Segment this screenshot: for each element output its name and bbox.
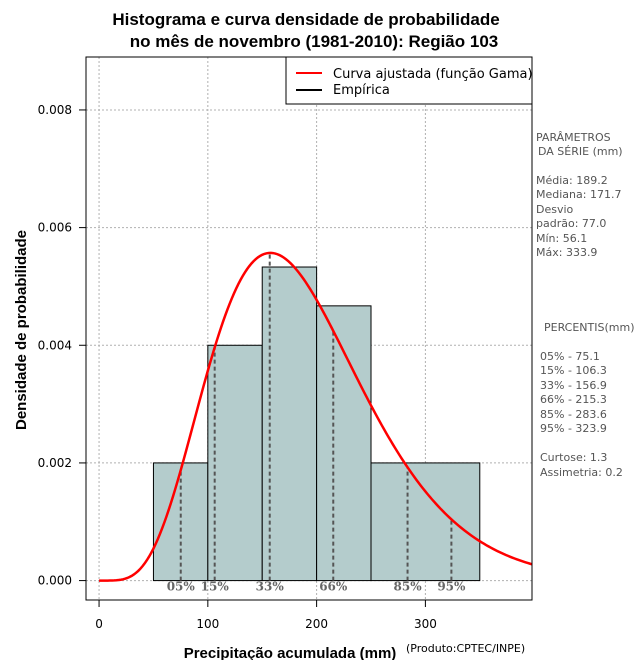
legend-box <box>285 56 533 105</box>
params-title-2: DA SÉRIE (mm) <box>538 145 623 158</box>
chart-title-line1: Histograma e curva densidade de probabil… <box>112 10 499 29</box>
param-media: Média: 189.2 <box>536 174 608 187</box>
histogram-bar <box>261 266 318 582</box>
x-tick-label: 100 <box>196 617 219 631</box>
legend: Curva ajustada (função Gama) Empírica <box>285 56 533 105</box>
chart-title-line2: no mês de novembro (1981-2010): Região 1… <box>130 32 498 51</box>
percentil-05: 05% - 75.1 <box>540 350 600 363</box>
gamma-fit-curve <box>99 251 533 582</box>
y-axis-title: Densidade de probabilidade <box>13 230 30 430</box>
curve-layer <box>99 251 533 582</box>
curtose: Curtose: 1.3 <box>540 451 607 464</box>
histogram-bar <box>207 344 263 582</box>
legend-curve-label: Curva ajustada (função Gama) <box>333 67 533 82</box>
assimetria: Assimetria: 0.2 <box>540 466 623 479</box>
percentiles-panel: PERCENTIS(mm) 05% - 75.1 15% - 106.3 33%… <box>540 321 635 479</box>
param-desvio-1: Desvio <box>536 203 574 216</box>
percentile-label: 95% <box>437 580 466 594</box>
percentil-33: 33% - 156.9 <box>540 379 607 392</box>
x-tick-label: 0 <box>95 617 103 631</box>
percentil-85: 85% - 283.6 <box>540 408 607 421</box>
param-max: Máx: 333.9 <box>536 246 597 259</box>
percentile-label: 85% <box>394 580 423 594</box>
x-axis-title: Precipitação acumulada (mm) <box>184 645 397 660</box>
y-tick-label: 0.008 <box>38 103 72 117</box>
param-min: Mín: 56.1 <box>536 232 587 245</box>
percentil-95: 95% - 323.9 <box>540 422 607 435</box>
bars-layer <box>152 266 481 582</box>
percentile-label: 15% <box>201 580 230 594</box>
credit-text: (Produto:CPTEC/INPE) <box>406 642 525 655</box>
param-mediana: Mediana: 171.7 <box>536 188 621 201</box>
param-desvio-2: padrão: 77.0 <box>536 217 606 230</box>
x-tick-label: 200 <box>305 617 328 631</box>
percentil-66: 66% - 215.3 <box>540 393 607 406</box>
percentile-layer: 05% 15% 33% 66% 85% 95% <box>167 252 466 594</box>
histogram-bar <box>316 305 372 582</box>
percentil-15: 15% - 106.3 <box>540 364 607 377</box>
x-axis: 0 100 200 300 <box>95 599 437 631</box>
y-tick-label: 0.006 <box>38 221 72 235</box>
histogram-bar <box>370 462 481 582</box>
series-parameters-panel: PARÂMETROS DA SÉRIE (mm) Média: 189.2 Me… <box>536 131 623 259</box>
y-tick-label: 0.000 <box>38 574 72 588</box>
percentile-label: 33% <box>256 580 285 594</box>
x-tick-label: 300 <box>414 617 437 631</box>
percentile-label: 05% <box>167 580 196 594</box>
legend-empirical-label: Empírica <box>333 83 390 98</box>
params-title-1: PARÂMETROS <box>536 131 611 144</box>
y-tick-label: 0.002 <box>38 456 72 470</box>
y-axis: 0.000 0.002 0.004 0.006 0.008 <box>38 103 86 588</box>
percentis-title: PERCENTIS(mm) <box>544 321 635 334</box>
percentile-label: 66% <box>319 580 348 594</box>
y-tick-label: 0.004 <box>38 338 72 352</box>
